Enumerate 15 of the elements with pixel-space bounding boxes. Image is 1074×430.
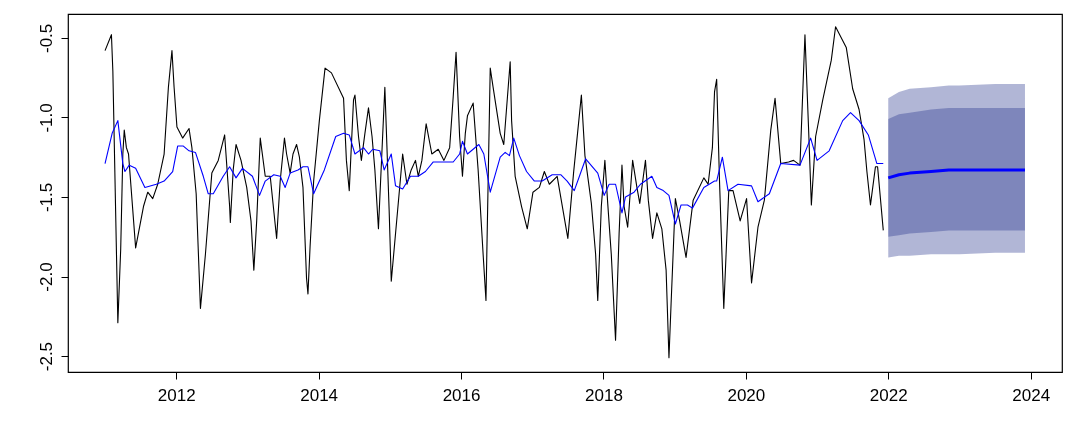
line-series bbox=[886, 168, 1027, 180]
y-tick-label: -1.0 bbox=[36, 103, 56, 133]
x-tick-label: 2018 bbox=[585, 385, 623, 405]
y-tick-label: -2.0 bbox=[36, 262, 56, 292]
x-tick-label: 2016 bbox=[442, 385, 481, 405]
x-tick-label: 2022 bbox=[869, 385, 908, 405]
y-tick-label: -1.5 bbox=[36, 182, 56, 213]
x-tick-label: 2020 bbox=[727, 385, 766, 405]
line-series bbox=[104, 26, 884, 359]
line-series bbox=[104, 112, 884, 225]
y-tick-label: -2.5 bbox=[36, 341, 56, 372]
x-tick-label: 2024 bbox=[1012, 385, 1051, 405]
y-tick-label: -0.5 bbox=[36, 23, 56, 54]
x-tick-label: 2014 bbox=[300, 385, 339, 405]
x-tick-label: 2012 bbox=[157, 385, 196, 405]
